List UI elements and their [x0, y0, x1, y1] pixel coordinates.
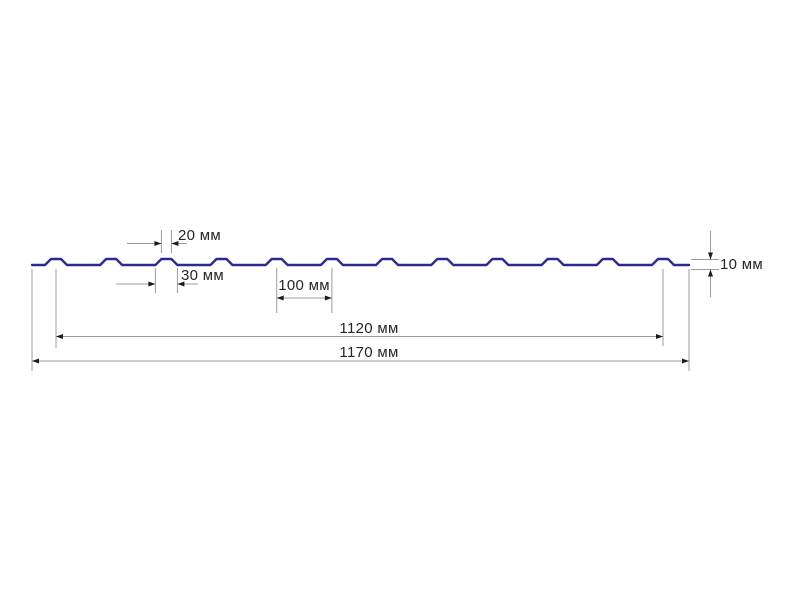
dim-30mm — [116, 268, 198, 293]
dim-label-rib-bottom-width: 30 мм — [181, 267, 224, 284]
dim-label-rib-top-width: 20 мм — [178, 227, 221, 244]
dim-20mm — [127, 230, 187, 253]
arrow-left-icon — [276, 295, 284, 301]
dim-label-overall-width: 1170 мм — [339, 344, 399, 361]
arrow-up-icon — [708, 269, 713, 277]
dim-label-working-width: 1120 мм — [339, 320, 399, 337]
dim-10mm — [691, 231, 719, 297]
arrow-right-icon — [682, 358, 689, 364]
dim-label-profile-height: 10 мм — [720, 256, 763, 273]
arrow-left-icon — [56, 334, 63, 339]
arrow-left-icon — [32, 358, 39, 364]
arrow-left-icon — [171, 241, 179, 246]
arrow-down-icon — [708, 252, 713, 260]
arrow-right-icon — [148, 281, 156, 287]
sheet-profile — [30, 257, 691, 267]
arrow-right-icon — [656, 334, 663, 339]
sheet-profile-path — [30, 257, 691, 267]
dim-1120mm — [55, 269, 664, 348]
dim-1170mm — [31, 269, 690, 371]
dim-100mm — [276, 268, 333, 313]
dim-label-rib-spacing: 100 мм — [278, 277, 330, 294]
arrow-right-icon — [154, 241, 162, 246]
arrow-left-icon — [177, 281, 185, 287]
arrow-right-icon — [324, 295, 332, 301]
